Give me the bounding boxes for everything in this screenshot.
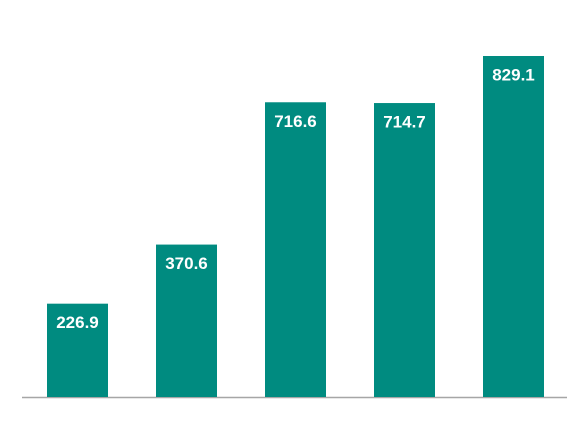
value-label: 714.7 [383,113,426,132]
bar [483,56,544,397]
value-label: 370.6 [165,254,208,273]
value-label: 716.6 [274,112,317,131]
value-label: 226.9 [56,313,99,332]
value-label: 829.1 [492,65,535,84]
bar [374,103,435,397]
bar [47,303,108,397]
bar [265,102,326,397]
bar [156,244,217,397]
